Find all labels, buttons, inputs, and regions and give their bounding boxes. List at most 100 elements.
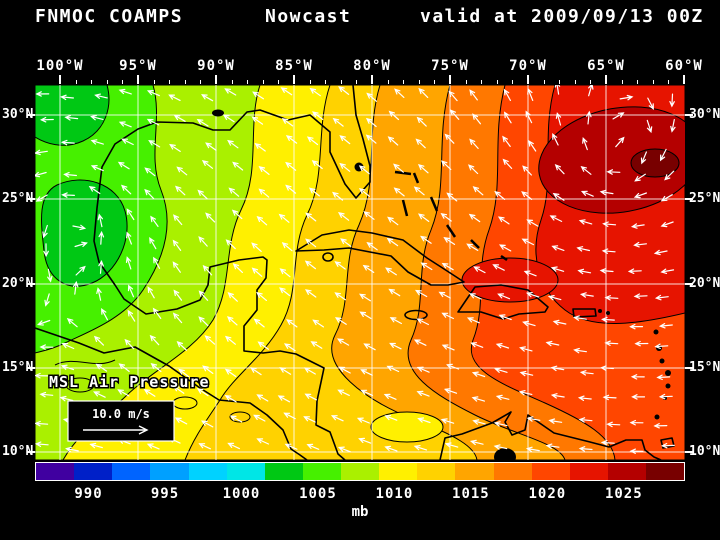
- wind-scale-legend: 10.0 m/s: [67, 400, 175, 442]
- lon-tick: [605, 75, 607, 84]
- colorbar: [35, 462, 685, 481]
- lon-minor-tick: [528, 80, 529, 84]
- colorbar-segment: [646, 463, 685, 480]
- lat-label-right: 30°N: [689, 107, 720, 122]
- lon-label: 100°W: [36, 58, 84, 74]
- colorbar-tick-label: 995: [150, 486, 180, 502]
- lon-minor-tick: [325, 80, 326, 84]
- colorbar-segment: [379, 463, 418, 480]
- field-label: MSL Air Pressure: [49, 373, 210, 391]
- colorbar-segment: [226, 463, 265, 480]
- lon-minor-tick: [419, 80, 420, 84]
- lon-minor-tick: [622, 80, 623, 84]
- colorbar-segment: [607, 463, 646, 480]
- colorbar-segment: [341, 463, 380, 480]
- lon-minor-tick: [512, 80, 513, 84]
- lon-minor-tick: [185, 80, 186, 84]
- lon-minor-tick: [606, 80, 607, 84]
- lon-minor-tick: [60, 80, 61, 84]
- lat-label-left: 30°N: [2, 107, 34, 122]
- bahamas-islands: [394, 170, 508, 262]
- colorbar-segment: [455, 463, 494, 480]
- colorbar-segment: [417, 463, 456, 480]
- lon-minor-tick: [263, 80, 264, 84]
- south-america-coastline: [439, 411, 662, 461]
- lon-label: 90°W: [197, 58, 235, 74]
- lat-label-left: 20°N: [2, 276, 34, 291]
- colorbar-tick-label: 1015: [452, 486, 490, 502]
- lon-minor-tick: [216, 80, 217, 84]
- lat-tick-right: [685, 114, 693, 116]
- lon-minor-tick: [466, 80, 467, 84]
- lon-minor-tick: [450, 80, 451, 84]
- lon-minor-tick: [372, 80, 373, 84]
- lon-minor-tick: [497, 80, 498, 84]
- colorbar-tick-label: 1010: [375, 486, 414, 502]
- lon-tick: [371, 75, 373, 84]
- colorbar-tick-label: 1025: [604, 486, 643, 502]
- lon-minor-tick: [294, 80, 295, 84]
- colorbar-segment: [74, 463, 113, 480]
- lon-minor-tick: [138, 80, 139, 84]
- lat-label-right: 15°N: [689, 360, 720, 375]
- colorbar-segment: [531, 463, 570, 480]
- pacific-coastline: [34, 327, 308, 461]
- wind-scale-label: 10.0 m/s: [92, 407, 150, 421]
- lon-label: 80°W: [353, 58, 391, 74]
- product-name: Nowcast: [265, 6, 352, 27]
- lon-minor-tick: [388, 80, 389, 84]
- colorbar-segment: [188, 463, 227, 480]
- colorbar-segment: [302, 463, 341, 480]
- colorbar-segment: [493, 463, 532, 480]
- lat-tick-left: [27, 114, 35, 116]
- colorbar-tick-label: 1020: [528, 486, 567, 502]
- lon-minor-tick: [91, 80, 92, 84]
- lon-label: 65°W: [587, 58, 625, 74]
- valid-time: valid at 2009/09/13 00Z: [420, 6, 704, 27]
- lat-label-left: 25°N: [2, 191, 34, 206]
- colorbar-unit: mb: [351, 504, 369, 520]
- lon-minor-tick: [76, 80, 77, 84]
- lon-minor-tick: [232, 80, 233, 84]
- colorbar-segment: [36, 463, 75, 480]
- wind-vectors: [33, 80, 676, 454]
- wind-scale-arrow: [83, 425, 149, 435]
- lon-minor-tick: [278, 80, 279, 84]
- map-area: MSL Air Pressure 10.0 m/s: [33, 80, 702, 466]
- lon-label: 95°W: [119, 58, 157, 74]
- lon-minor-tick: [310, 80, 311, 84]
- lat-label-right: 20°N: [689, 276, 720, 291]
- lon-minor-tick: [668, 80, 669, 84]
- lon-label: 85°W: [275, 58, 313, 74]
- model-name: FNMOC COAMPS: [35, 6, 184, 27]
- lon-tick: [215, 75, 217, 84]
- hispaniola-outline: [457, 284, 549, 320]
- lat-tick-right: [685, 198, 693, 200]
- colorbar-segment: [569, 463, 608, 480]
- lat-tick-left: [27, 198, 35, 200]
- lon-minor-tick: [653, 80, 654, 84]
- lon-minor-tick: [169, 80, 170, 84]
- lon-minor-tick: [107, 80, 108, 84]
- colorbar-tick-label: 1005: [299, 486, 337, 502]
- latlon-gridlines: [35, 85, 685, 460]
- gulf-coastline: [93, 84, 371, 461]
- colorbar-segment: [264, 463, 303, 480]
- lon-minor-tick: [684, 80, 685, 84]
- colorbar-tick-label: 990: [74, 486, 103, 502]
- lat-tick-right: [685, 283, 693, 285]
- lon-tick: [449, 75, 451, 84]
- cuba-outline: [295, 229, 465, 286]
- colorbar-segment: [112, 463, 151, 480]
- lon-tick: [137, 75, 139, 84]
- lon-minor-tick: [341, 80, 342, 84]
- lat-tick-left: [27, 367, 35, 369]
- lon-minor-tick: [575, 80, 576, 84]
- lon-minor-tick: [200, 80, 201, 84]
- lat-label-right: 10°N: [689, 444, 720, 459]
- lat-tick-left: [27, 283, 35, 285]
- colorbar-tick-label: 1000: [222, 486, 261, 502]
- lon-tick: [59, 75, 61, 84]
- lon-label: 75°W: [431, 58, 469, 74]
